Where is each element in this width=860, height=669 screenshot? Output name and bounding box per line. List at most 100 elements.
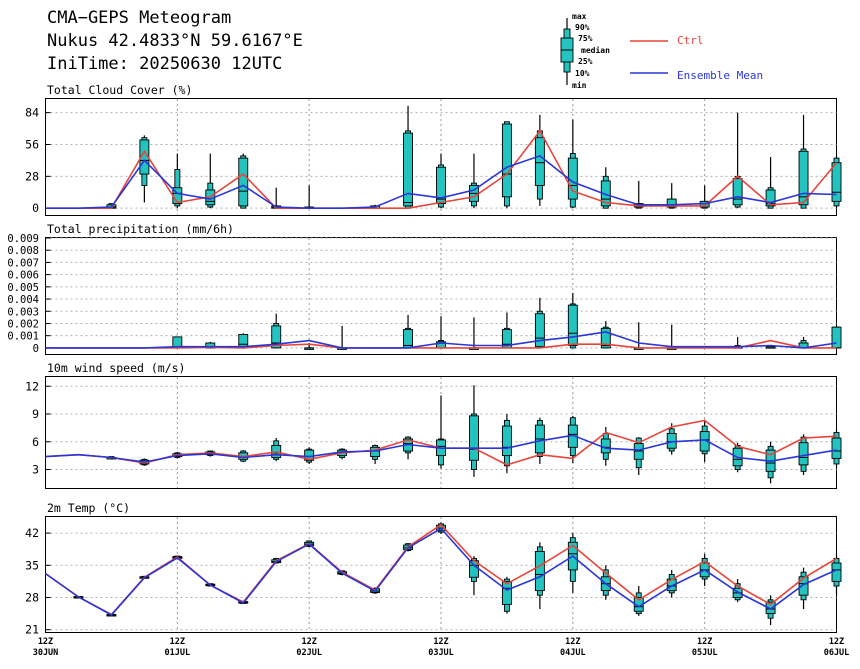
legend-box-key: max 90% 75% median 25% 10% min [560,12,610,90]
box-25-75 [600,327,611,349]
box-25-75 [831,562,842,582]
box-25-75 [798,150,809,206]
panel-title-cloud: Total Cloud Cover (%) [47,83,193,97]
ensemble-box [798,336,809,349]
box-25-75 [732,178,743,206]
x-tick-date: 05JUL [692,648,718,658]
y-tick-label: 0.002 [7,318,39,330]
y-tick-label: 0.008 [7,245,39,257]
x-tick-hour: 12Z [697,637,712,647]
box-25-75 [534,551,545,592]
ensemble-box [501,312,512,349]
x-tick-date: 04JUL [560,648,586,658]
y-tick-label: 0.001 [7,331,39,343]
ensemble-box [337,325,348,350]
ensemble-box [567,533,578,593]
x-tick-date: 06JUL [824,648,850,658]
panel-title-precip: Total precipitation (mm/6h) [47,222,234,236]
init-time: IniTime: 20250630 12UTC [47,54,283,74]
ensemble-box [666,423,677,455]
y-tick-label: 0.007 [7,257,39,269]
legend-mean-label: Ensemble Mean [677,69,763,82]
y-tick-label: 28 [25,169,39,183]
ensemble-box [501,121,512,209]
x-tick-date: 03JUL [428,648,454,658]
ensemble-box [765,346,776,349]
ensemble-box [370,444,381,464]
ensemble-box [600,321,611,349]
ensemble-box [831,429,842,468]
x-tick-hour: 12Z [829,637,844,647]
box-25-75 [271,325,282,349]
box-25-75 [501,123,512,198]
box-25-75 [831,437,842,459]
x-tick-date: 01JUL [165,648,191,658]
x-tick-hour: 12Z [433,637,448,647]
box-25-75 [436,166,446,205]
ensemble-box [666,569,677,598]
legend-box-label: 90% [575,23,590,32]
ensemble-box [831,155,842,209]
ensemble-mean-line [45,331,837,349]
box-25-75 [666,198,677,208]
y-tick-label: 12 [25,379,39,393]
box-25-75 [501,425,512,457]
y-tick-label: 6 [32,435,39,449]
x-tick-date: 02JUL [296,648,322,658]
ensemble-box [699,185,710,209]
legend-box-label: 10% [575,69,590,78]
x-tick-hour: 12Z [301,637,316,647]
y-tick-label: 0 [32,201,39,215]
legend-box-label: 75% [578,34,593,43]
ensemble-box [798,114,809,209]
y-tick-label: 21 [25,623,39,637]
ensemble-box [469,385,479,477]
ensemble-box [765,595,776,626]
ensemble-box [765,441,776,484]
box-25-75 [765,189,776,207]
x-tick-hour: 12Z [38,637,53,647]
box-25-75 [831,162,842,202]
x-tick-hour: 12Z [170,637,185,647]
y-tick-label: 0.009 [7,233,39,245]
y-tick-label: 42 [25,526,39,540]
ensemble-mean-line [45,434,837,463]
ensemble-box [567,119,578,209]
ensemble-box [238,153,249,209]
ensemble-box [633,437,644,476]
ensemble-box [831,326,842,349]
box-25-75 [469,415,479,461]
ensemble-box [139,135,150,203]
ensemble-box [469,153,479,209]
ensemble-box [436,153,446,209]
y-tick-label: 0.006 [7,270,39,282]
box-25-75 [534,313,545,348]
x-tick-date: 30JUN [33,648,59,658]
ensemble-box [304,185,315,209]
box-25-75 [765,601,776,615]
box-25-75 [238,157,249,207]
y-tick-label: 0 [33,343,39,355]
box-25-75 [403,132,413,207]
meteogram-title: CMA−GEPS Meteogram [47,8,232,28]
ensemble-mean-line [45,527,837,617]
x-tick-hour: 12Z [565,637,580,647]
ensemble-box [501,414,512,474]
box-25-75 [699,431,710,452]
y-tick-label: 56 [25,137,39,151]
box-25-75 [798,576,809,596]
ensemble-box [798,434,809,476]
ctrl-line [45,129,838,209]
ensemble-box [534,114,545,206]
box-25-75 [567,304,578,346]
ensemble-box [798,567,809,609]
legend-ctrl-label: Ctrl [677,34,704,47]
ensemble-mean-line [45,155,837,209]
y-tick-label: 9 [32,407,39,421]
legend-box-label: 25% [578,57,593,66]
ensemble-box [271,313,282,349]
ensemble-box [172,153,183,209]
panel-title-wind: 10m wind speed (m/s) [47,361,186,375]
ensemble-box [403,314,413,349]
ensemble-box [205,153,216,209]
